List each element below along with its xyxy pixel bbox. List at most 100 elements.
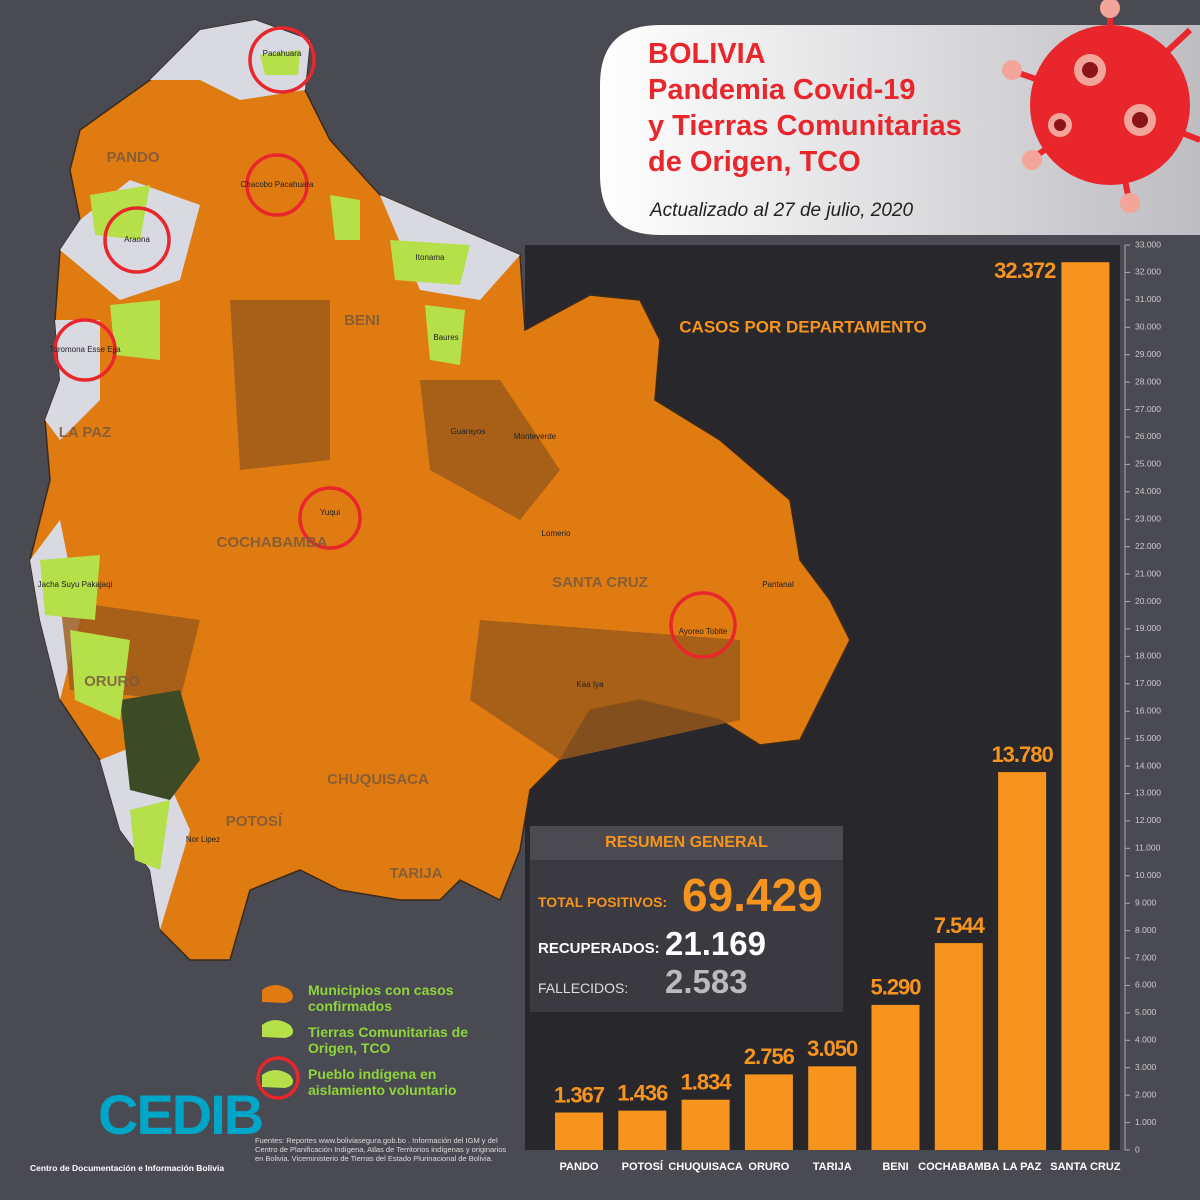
summary-title: RESUMEN GENERAL <box>605 834 768 851</box>
x-tick-label: LA PAZ <box>1003 1161 1042 1173</box>
y-tick-label: 25.000 <box>1135 459 1161 469</box>
x-tick-label: PANDO <box>560 1161 599 1173</box>
place-label: Guarayos <box>451 427 486 436</box>
title-line: Pandemia Covid-19 <box>648 74 916 106</box>
summary-value: 69.429 <box>682 869 823 921</box>
y-tick-label: 23.000 <box>1135 513 1161 523</box>
value-label: 5.290 <box>870 975 921 1000</box>
place-label: Nor Lipez <box>186 835 220 844</box>
place-label: Jacha Suyu Pakajaqi <box>38 580 113 589</box>
place-label: Baures <box>433 333 458 342</box>
x-tick-label: POTOSÍ <box>622 1160 664 1173</box>
place-label: Ayoreo Tobite <box>679 627 728 636</box>
y-tick-label: 28.000 <box>1135 376 1161 386</box>
y-tick-label: 16.000 <box>1135 705 1161 715</box>
value-label: 1.436 <box>617 1080 668 1105</box>
summary-label: TOTAL POSITIVOS: <box>538 894 668 910</box>
place-label: Pantanal <box>762 580 794 589</box>
place-label: Monteverde <box>514 432 557 441</box>
x-tick-label: ORURO <box>748 1161 789 1173</box>
department-label: POTOSÍ <box>226 813 283 830</box>
sources: Fuentes: Reportes www.boliviasegura.gob.… <box>255 1136 507 1163</box>
bar <box>998 772 1047 1150</box>
bar-chart: 0 1.000 2.000 3.000 4.000 5.000 6.000 7.000 8.00… <box>554 239 1161 1173</box>
y-tick-label: 11.000 <box>1135 843 1161 853</box>
summary-box <box>530 826 843 1012</box>
y-tick-label: 10.000 <box>1135 870 1161 880</box>
x-tick-label: TARIJA <box>813 1161 852 1173</box>
y-tick-label: 7.000 <box>1135 952 1157 962</box>
y-tick-label: 17.000 <box>1135 678 1161 688</box>
value-label: 7.544 <box>934 913 986 938</box>
y-tick-label: 31.000 <box>1135 294 1161 304</box>
y-tick-label: 9.000 <box>1135 897 1157 907</box>
x-tick-label: COCHABAMBA <box>918 1161 999 1173</box>
legend <box>256 985 300 1100</box>
y-tick-label: 4.000 <box>1135 1035 1157 1045</box>
place-label: Kaa Iya <box>576 680 604 689</box>
place-label: Chacobo Pacahuara <box>241 180 314 189</box>
virus <box>1002 0 1200 213</box>
y-tick-label: 20.000 <box>1135 596 1161 606</box>
bar <box>871 1004 920 1150</box>
legend-label: Pueblo indígena en aislamiento voluntari… <box>308 1066 457 1098</box>
y-tick-label: 32.000 <box>1135 267 1161 277</box>
bar <box>555 1112 603 1150</box>
legend-label: Tierras Comunitarias de Origen, TCO <box>308 1024 469 1056</box>
value-label: 2.756 <box>744 1044 795 1069</box>
place-label: Toromona Esse Ejja <box>49 345 121 354</box>
department-label: TARIJA <box>389 865 442 882</box>
y-tick-label: 33.000 <box>1135 239 1161 249</box>
subtitle: Actualizado al 27 de julio, 2020 <box>650 200 914 221</box>
summary-label: FALLECIDOS: <box>538 980 629 996</box>
summary-value: 2.583 <box>665 963 748 1000</box>
place-label: Araona <box>124 235 150 244</box>
y-tick-label: 0 <box>1135 1144 1140 1154</box>
y-tick-label: 24.000 <box>1135 486 1161 496</box>
bar <box>618 1110 667 1150</box>
title-line: BOLIVIA <box>648 38 766 70</box>
value-label: 1.367 <box>554 1082 605 1107</box>
y-tick-label: 2.000 <box>1135 1089 1157 1099</box>
y-tick-label: 8.000 <box>1135 925 1157 935</box>
value-label: 32.372 <box>994 258 1056 283</box>
map: PANDO BENI LA PAZ COCHABAMBA ORURO POTOS… <box>29 19 851 961</box>
title: BOLIVIA Pandemia Covid-19 y Tierras Comu… <box>648 36 962 180</box>
y-tick-label: 1.000 <box>1135 1117 1157 1127</box>
chart-title: CASOS POR DEPARTAMENTO <box>679 317 926 336</box>
bar <box>934 943 983 1150</box>
title-line: de Origen, TCO <box>648 146 861 178</box>
y-tick-label: 27.000 <box>1135 404 1161 414</box>
bar <box>681 1099 730 1150</box>
y-tick-label: 21.000 <box>1135 568 1161 578</box>
legend-label: Municipios con casos confirmados <box>308 982 454 1014</box>
y-tick-label: 12.000 <box>1135 815 1161 825</box>
bar <box>1061 262 1110 1150</box>
department-label: SANTA CRUZ <box>552 574 648 591</box>
y-tick-label: 26.000 <box>1135 431 1161 441</box>
place-label: Yuqui <box>320 508 340 517</box>
department-label: CHUQUISACA <box>327 771 429 788</box>
place-label: Pacahuara <box>263 49 302 58</box>
y-tick-label: 3.000 <box>1135 1062 1157 1072</box>
logo-tagline: Centro de Documentación e Información Bo… <box>30 1163 225 1173</box>
y-tick-label: 18.000 <box>1135 651 1161 661</box>
title-line: y Tierras Comunitarias <box>648 110 962 142</box>
summary-value: 21.169 <box>665 925 766 962</box>
y-tick-label: 5.000 <box>1135 1007 1157 1017</box>
bar <box>744 1074 793 1150</box>
value-label: 13.780 <box>991 742 1053 767</box>
y-tick-label: 14.000 <box>1135 760 1161 770</box>
value-label: 1.834 <box>681 1070 733 1095</box>
x-tick-label: BENI <box>882 1161 908 1173</box>
y-tick-label: 22.000 <box>1135 541 1161 551</box>
bar <box>808 1066 857 1150</box>
x-tick-label: SANTA CRUZ <box>1050 1161 1121 1173</box>
y-tick-label: 6.000 <box>1135 980 1157 990</box>
y-tick-label: 13.000 <box>1135 788 1161 798</box>
place-label: Itonama <box>416 253 445 262</box>
department-label: LA PAZ <box>59 424 112 441</box>
y-tick-label: 30.000 <box>1135 322 1161 332</box>
